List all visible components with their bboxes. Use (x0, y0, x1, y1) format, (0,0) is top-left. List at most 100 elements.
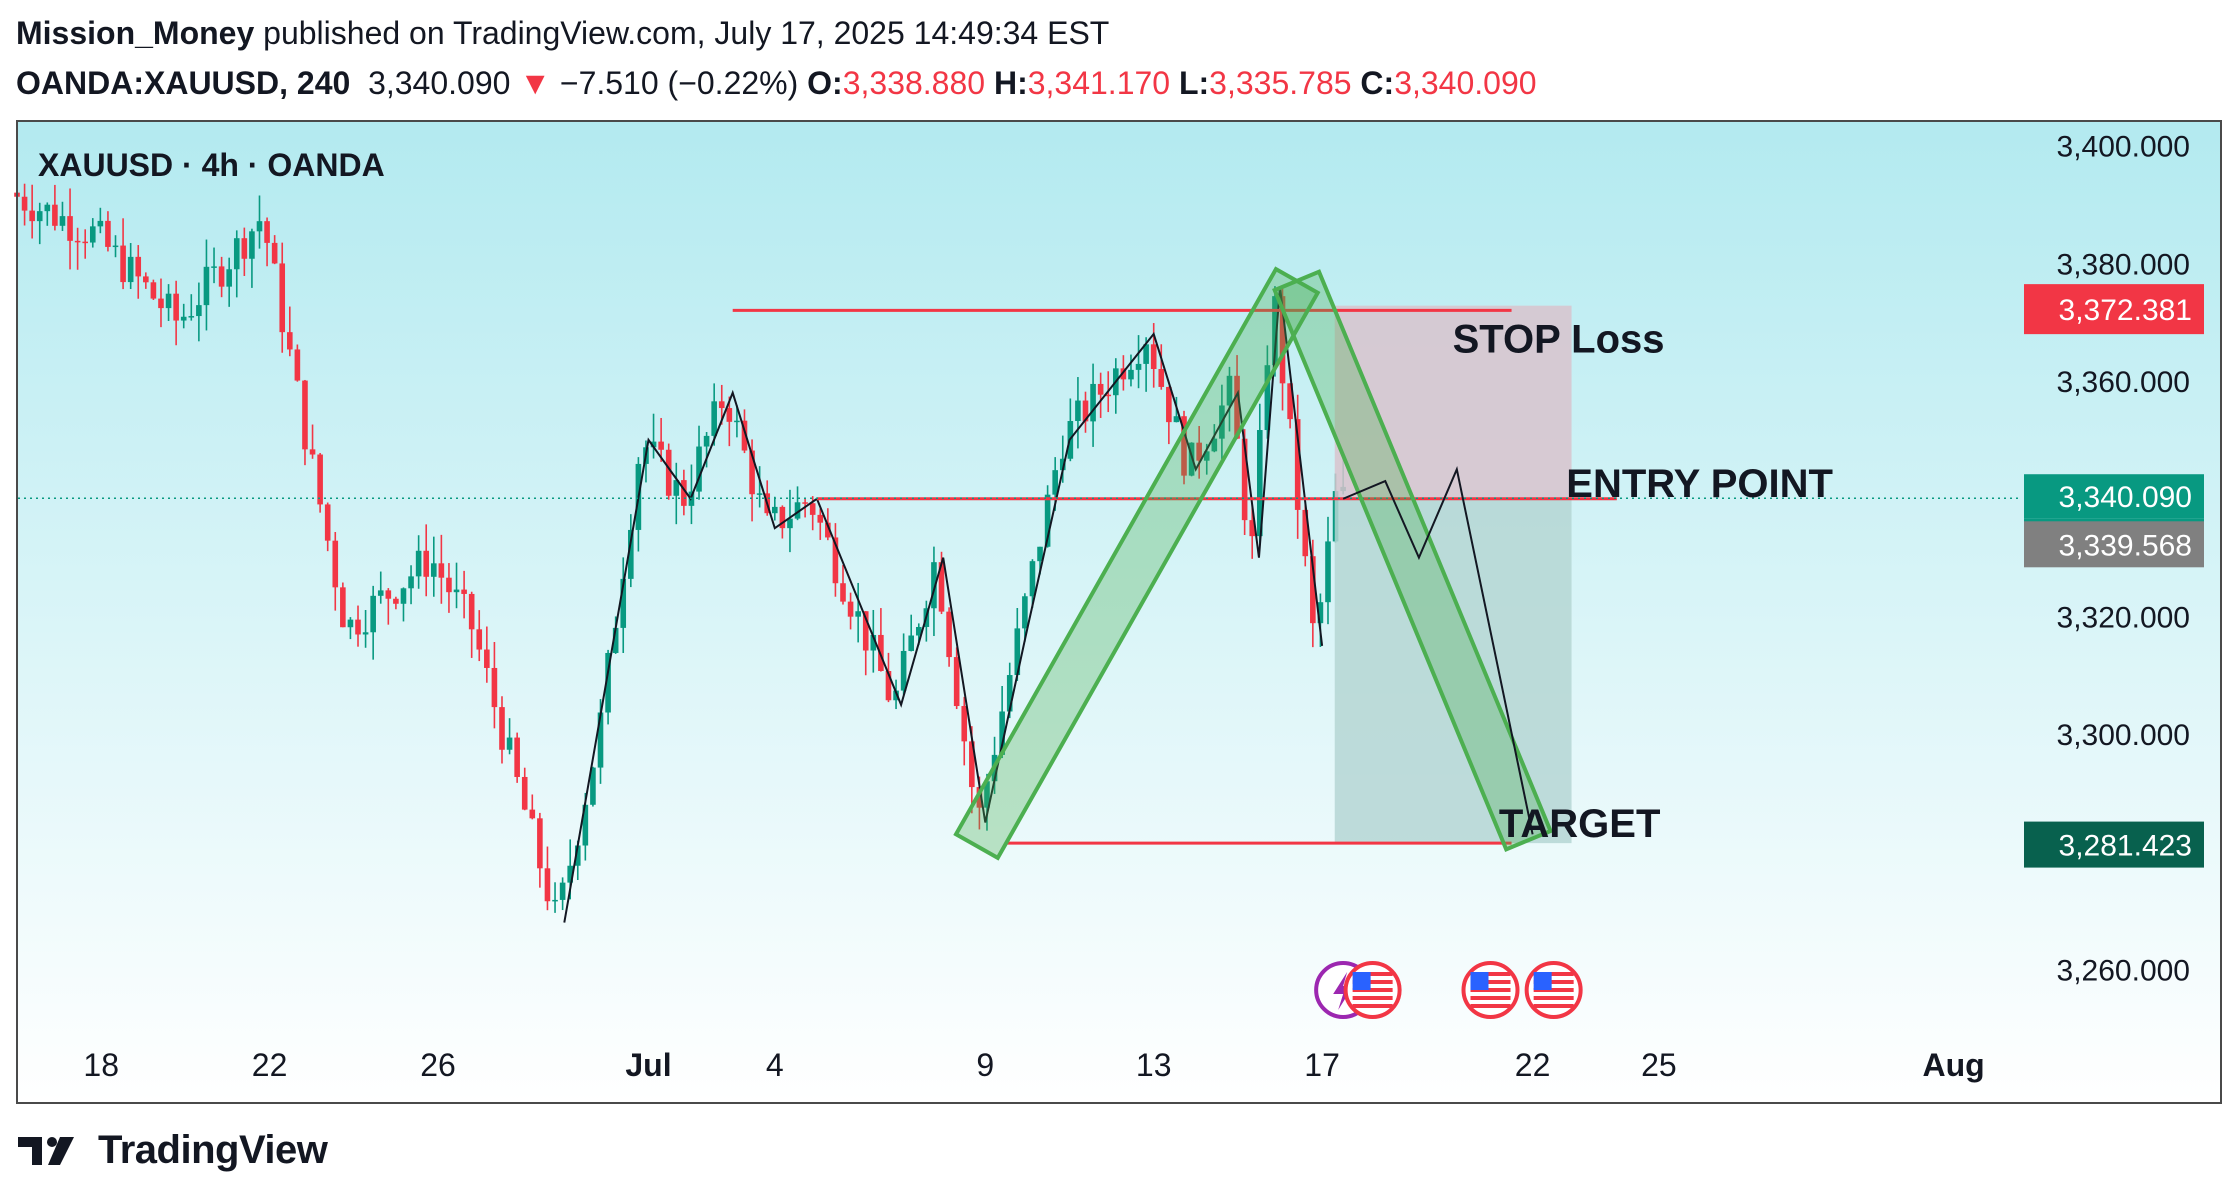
candle-body (1006, 675, 1013, 712)
candle-body (665, 449, 672, 496)
candle-body (1211, 438, 1218, 452)
candle-body (521, 776, 528, 810)
candle-body (1272, 296, 1278, 366)
open-value: 3,338.880 (842, 65, 986, 101)
candle-body (597, 712, 604, 768)
candle-body (1310, 556, 1316, 624)
candle-body (461, 589, 467, 594)
symbol-label[interactable]: OANDA:XAUUSD, 240 (16, 65, 351, 101)
x-tick-label: 22 (252, 1047, 288, 1083)
candle-body (711, 401, 717, 436)
candle-body (484, 649, 490, 668)
candle-body (734, 420, 740, 423)
candle-body (976, 787, 983, 808)
price-tag-label: 3,340.090 (2059, 481, 2192, 514)
candle-body (400, 588, 407, 604)
high-value: 3,341.170 (1027, 65, 1171, 101)
candle-body (1173, 416, 1180, 423)
candle-body (44, 204, 51, 212)
author-name[interactable]: Mission_Money (16, 15, 255, 51)
candle-body (1294, 419, 1301, 510)
price-tag (2024, 284, 2204, 335)
candle-body (211, 266, 217, 268)
candle-body (1097, 383, 1104, 395)
y-tick-label: 3,400.000 (2057, 131, 2190, 164)
candle-body (1325, 541, 1331, 603)
candle-body (817, 514, 824, 523)
us-flag-event-icon[interactable] (1461, 961, 1520, 1019)
candle-body (726, 408, 733, 422)
candle-body (196, 305, 202, 317)
candle-body (453, 589, 460, 593)
us-flag-event-icon[interactable] (1343, 961, 1402, 1019)
candle-body (143, 276, 149, 283)
candle-body (36, 211, 43, 222)
candle-body (233, 238, 240, 270)
candle-body (931, 562, 937, 609)
candle-body (969, 741, 975, 788)
candle-body (620, 578, 627, 628)
candle-body (658, 441, 664, 450)
candle-body (1196, 442, 1202, 461)
candle-body (681, 480, 687, 506)
candle-body (491, 667, 498, 708)
x-tick-label: 18 (83, 1047, 119, 1083)
candle-body (1150, 344, 1157, 370)
high-label: H: (993, 65, 1028, 101)
chart-background (18, 122, 2220, 1102)
candle-body (809, 503, 816, 515)
x-tick-label: 26 (420, 1047, 456, 1083)
chart-frame (16, 120, 2222, 1104)
candle-body (582, 804, 589, 846)
candle-body (423, 550, 430, 577)
candle-body (915, 626, 922, 636)
candle-body (1090, 383, 1096, 422)
candle-body (567, 865, 573, 883)
y-tick-label: 3,360.000 (2057, 366, 2190, 399)
ohlc-line: OANDA:XAUUSD, 240 3,340.090 ▼ −7.510 (−0… (16, 58, 2219, 108)
close-value: 3,340.090 (1394, 65, 1537, 101)
candle-body (127, 256, 134, 283)
candle-body (438, 563, 445, 578)
candle-body (1302, 509, 1309, 557)
candle-body (1037, 546, 1043, 562)
candle-body (355, 619, 361, 635)
candle-body (241, 238, 248, 259)
tradingview-brand[interactable]: TradingView (98, 1128, 328, 1172)
candle-body (1287, 383, 1293, 420)
candle-body (309, 449, 316, 455)
candle-body (120, 245, 126, 283)
candle-body (953, 657, 960, 707)
candle-body (529, 809, 536, 819)
candle-body (847, 601, 854, 617)
descending-channel[interactable] (1272, 269, 1554, 852)
candle-body (377, 590, 384, 596)
candle-body (287, 332, 293, 350)
candle-body (718, 401, 725, 409)
price-change: −7.510 (−0.22%) (559, 65, 799, 101)
candle-body (514, 737, 520, 777)
candle-body (506, 737, 513, 750)
candle-body (1241, 438, 1248, 521)
price-tag-label: 3,281.423 (2059, 830, 2192, 863)
candle-body (59, 216, 66, 226)
candle-body (938, 562, 945, 612)
candle-body (279, 263, 286, 333)
candle-body (794, 502, 801, 519)
candle-body (105, 220, 111, 247)
candle-body (347, 619, 354, 628)
us-flag-event-icon[interactable] (1524, 961, 1583, 1019)
price-tag-label: 3,372.381 (2059, 294, 2192, 327)
candle-body (855, 611, 861, 617)
ascending-channel[interactable] (953, 266, 1321, 861)
candle-body (825, 522, 831, 538)
price-tag (2024, 521, 2204, 568)
candle-body (1059, 458, 1066, 471)
stop-loss-label: STOP Loss (1453, 317, 1665, 361)
published-text: published on TradingView.com, July 17, 2… (263, 15, 1110, 51)
candle-body (1022, 596, 1028, 629)
candle-body (961, 706, 968, 742)
candle-body (89, 226, 96, 243)
candle-body (430, 563, 437, 577)
